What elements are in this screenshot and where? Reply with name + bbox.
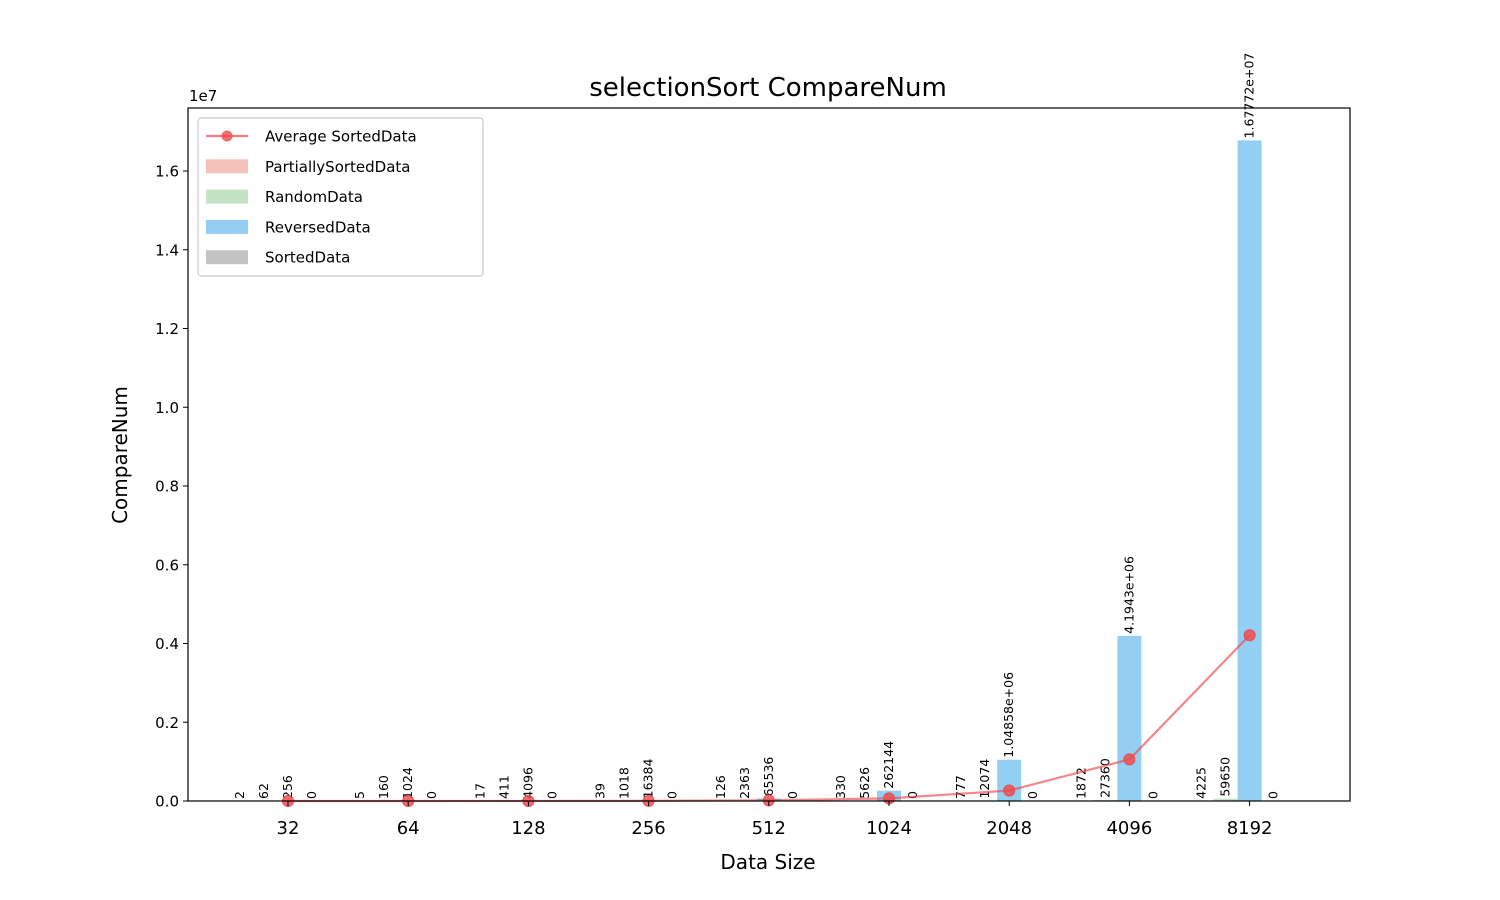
y-tick-label-0.2: 0.2 bbox=[155, 714, 179, 732]
bar-label-SortedData-1024: 0 bbox=[905, 791, 920, 799]
bar-label-RandomData-1024: 5626 bbox=[857, 767, 872, 799]
average-point-4096 bbox=[1123, 753, 1136, 766]
x-tick-label-2048: 2048 bbox=[986, 818, 1032, 839]
legend-label-ReversedData: ReversedData bbox=[265, 218, 371, 236]
x-tick-label-64: 64 bbox=[397, 818, 420, 839]
y-axis-offset-text: 1e7 bbox=[189, 87, 217, 105]
bar-ReversedData-4096 bbox=[1117, 635, 1142, 801]
bar-RandomData-8192 bbox=[1213, 798, 1238, 801]
bar-label-RandomData-512: 2363 bbox=[737, 767, 752, 799]
bar-label-PartiallySortedData-64: 5 bbox=[352, 791, 367, 799]
x-tick-label-512: 512 bbox=[752, 818, 786, 839]
bar-label-RandomData-8192: 59650 bbox=[1218, 757, 1233, 797]
legend-swatch-RandomData bbox=[206, 189, 248, 204]
bar-label-RandomData-32: 62 bbox=[256, 783, 271, 799]
bar-label-RandomData-2048: 12074 bbox=[977, 759, 992, 799]
bar-label-ReversedData-1024: 262144 bbox=[881, 741, 896, 789]
bar-ReversedData-8192 bbox=[1237, 140, 1262, 801]
legend-label-SortedData: SortedData bbox=[265, 249, 350, 267]
bar-label-PartiallySortedData-2048: 777 bbox=[953, 775, 968, 799]
x-tick-label-256: 256 bbox=[631, 818, 665, 839]
bar-label-PartiallySortedData-32: 2 bbox=[232, 791, 247, 799]
average-point-8192 bbox=[1243, 629, 1256, 642]
legend-swatch-average-marker bbox=[221, 130, 233, 142]
bar-label-SortedData-64: 0 bbox=[424, 791, 439, 799]
bar-label-RandomData-64: 160 bbox=[376, 775, 391, 799]
bar-label-RandomData-256: 1018 bbox=[617, 767, 632, 799]
bar-label-ReversedData-2048: 1.04858e+06 bbox=[1001, 672, 1016, 758]
y-tick-label-0.0: 0.0 bbox=[155, 793, 179, 811]
legend-label-Average SortedData: Average SortedData bbox=[265, 128, 417, 146]
bar-label-PartiallySortedData-128: 17 bbox=[472, 783, 487, 799]
bar-label-ReversedData-128: 4096 bbox=[520, 767, 535, 799]
y-tick-label-1.6: 1.6 bbox=[155, 163, 179, 181]
bar-label-SortedData-256: 0 bbox=[665, 791, 680, 799]
bar-label-PartiallySortedData-4096: 1872 bbox=[1073, 767, 1088, 799]
y-tick-label-0.4: 0.4 bbox=[155, 635, 179, 653]
bar-labels-layer: 2 5 17 39 126 330 777 1872 4225 62 160 411 1018 2363 5… bbox=[232, 53, 1281, 799]
y-tick-label-0.8: 0.8 bbox=[155, 478, 179, 496]
bar-label-ReversedData-512: 65536 bbox=[761, 757, 776, 797]
x-tick-label-32: 32 bbox=[277, 818, 300, 839]
x-tick-label-4096: 4096 bbox=[1106, 818, 1152, 839]
average-point-2048 bbox=[1003, 784, 1016, 797]
y-tick-label-1.4: 1.4 bbox=[155, 241, 179, 259]
bar-label-RandomData-128: 411 bbox=[496, 775, 511, 799]
bar-label-SortedData-32: 0 bbox=[304, 791, 319, 799]
bar-label-PartiallySortedData-8192: 4225 bbox=[1194, 767, 1209, 799]
bar-label-ReversedData-32: 256 bbox=[280, 775, 295, 799]
bars-layer bbox=[228, 140, 1262, 801]
legend: Average SortedData PartiallySortedData Ran… bbox=[197, 117, 484, 277]
legend-box bbox=[197, 117, 484, 277]
chart-title: selectionSort CompareNum bbox=[589, 73, 947, 103]
bar-label-PartiallySortedData-1024: 330 bbox=[833, 775, 848, 799]
axes-layer: 0.00.20.40.60.81.01.21.41.632 64 128 256 512… bbox=[155, 107, 1351, 839]
bar-label-ReversedData-256: 16384 bbox=[641, 759, 656, 799]
bar-label-PartiallySortedData-512: 126 bbox=[713, 775, 728, 799]
bar-label-ReversedData-8192: 1.67772e+07 bbox=[1242, 53, 1257, 139]
legend-swatch-ReversedData bbox=[206, 219, 248, 234]
bar-label-RandomData-4096: 27360 bbox=[1097, 758, 1112, 798]
y-tick-label-1.0: 1.0 bbox=[155, 399, 179, 417]
bar-label-SortedData-8192: 0 bbox=[1266, 791, 1281, 799]
legend-label-PartiallySortedData: PartiallySortedData bbox=[265, 158, 411, 176]
bar-label-ReversedData-4096: 4.1943e+06 bbox=[1121, 556, 1136, 634]
y-tick-label-0.6: 0.6 bbox=[155, 556, 179, 574]
bar-label-SortedData-512: 0 bbox=[785, 791, 800, 799]
bar-label-SortedData-128: 0 bbox=[544, 791, 559, 799]
y-tick-label-1.2: 1.2 bbox=[155, 320, 179, 338]
x-axis-label: Data Size bbox=[720, 850, 815, 874]
bar-label-SortedData-4096: 0 bbox=[1145, 791, 1160, 799]
x-tick-label-1024: 1024 bbox=[866, 818, 912, 839]
legend-swatch-SortedData bbox=[206, 250, 248, 265]
bar-label-ReversedData-64: 1024 bbox=[400, 767, 415, 799]
legend-label-RandomData: RandomData bbox=[265, 188, 363, 206]
bar-label-PartiallySortedData-256: 39 bbox=[593, 783, 608, 799]
bar-label-SortedData-2048: 0 bbox=[1025, 791, 1040, 799]
x-tick-label-8192: 8192 bbox=[1227, 818, 1273, 839]
legend-swatch-PartiallySortedData bbox=[206, 159, 248, 174]
x-tick-label-128: 128 bbox=[511, 818, 545, 839]
y-axis-label: CompareNum bbox=[108, 386, 132, 524]
